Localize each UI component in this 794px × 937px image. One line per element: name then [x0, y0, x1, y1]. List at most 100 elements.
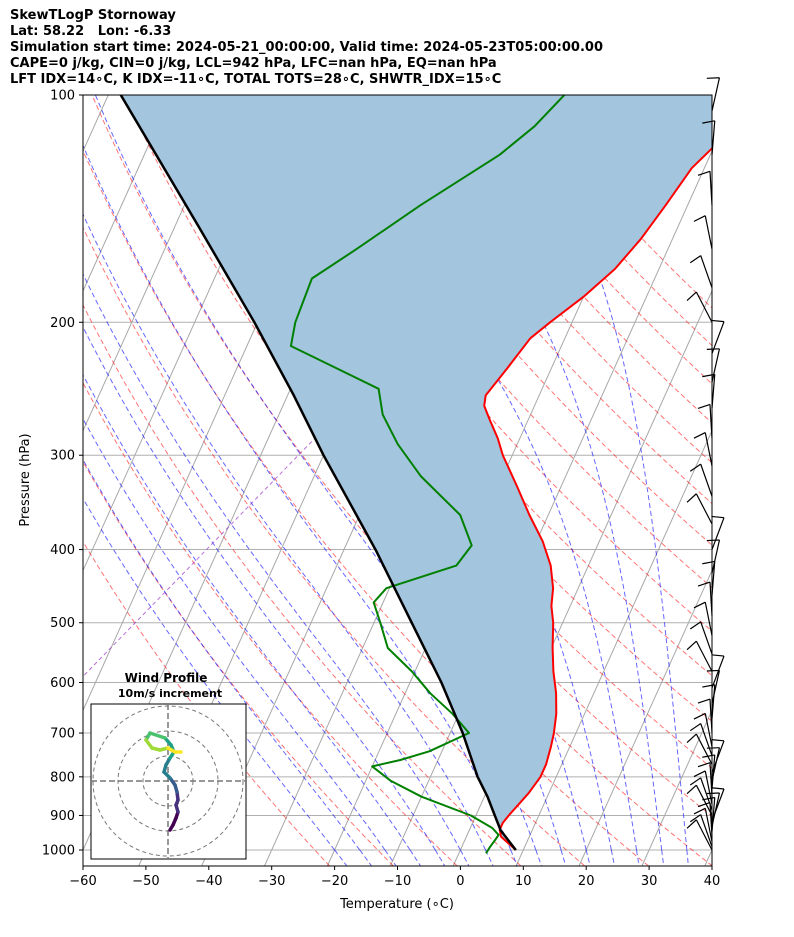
wind-barb [711, 739, 725, 773]
wind-barb [689, 621, 713, 655]
barb-flag [706, 77, 720, 79]
wind-barb [686, 733, 713, 765]
barb-staff [700, 621, 713, 655]
barb-staff [704, 215, 713, 250]
dry-adiabat [83, 381, 458, 866]
moist-adiabat-lower [585, 849, 591, 866]
isotherm-line [515, 429, 712, 866]
wind-barb [689, 463, 713, 497]
profile-lines-layer [119, 95, 712, 854]
indices-line: LFT IDX=14∘C, K IDX=-11∘C, TOTAL TOTS=28… [10, 72, 502, 87]
y-tick-label: 800 [50, 770, 75, 785]
dry-adiabat [352, 95, 712, 505]
wind-barb [693, 432, 713, 467]
barb-staff [704, 808, 713, 842]
barb-flag [706, 792, 720, 795]
barb-flag [689, 723, 702, 732]
barb-flag [686, 784, 697, 795]
barb-staff [700, 463, 713, 497]
wind-barb [689, 255, 713, 288]
barb-staff [700, 814, 713, 847]
moist-adiabat-lower [535, 849, 542, 866]
dry-adiabat [83, 460, 394, 866]
wind-barb [711, 515, 725, 550]
barb-staff [695, 784, 713, 816]
moist-adiabat [83, 213, 487, 851]
barb-flag [697, 581, 711, 587]
barb-flag [697, 170, 711, 176]
barb-staff [700, 777, 713, 811]
y-tick-label: 700 [50, 727, 75, 742]
temperature-profile-line [483, 147, 712, 851]
dry-adiabat [417, 95, 712, 424]
barb-flag [702, 120, 715, 124]
barb-staff [695, 640, 713, 672]
x-tick-label: 30 [641, 874, 658, 889]
barb-flag [697, 698, 711, 704]
barb-flag [689, 621, 702, 630]
wind-profile-inset [90, 703, 247, 860]
y-tick-label: 100 [50, 89, 75, 104]
parcel-profile-line [119, 95, 517, 851]
wind-barb [686, 291, 713, 323]
barb-flag [711, 515, 725, 519]
moist-adiabat-lower [359, 849, 372, 866]
dry-adiabat [221, 95, 712, 677]
barb-flag [706, 539, 720, 542]
barb-flag [702, 373, 715, 378]
y-tick-label: 400 [50, 543, 75, 558]
moist-adiabat-lower [510, 849, 518, 866]
barb-flag [693, 712, 706, 720]
barb-flag [702, 754, 715, 758]
x-tick-label: −60 [69, 874, 96, 889]
moist-adiabat-lower [636, 849, 640, 866]
x-tick-label: 20 [578, 874, 595, 889]
x-tick-label: −30 [258, 874, 285, 889]
moist-adiabat-lower [409, 849, 421, 866]
wind-barb [693, 601, 713, 636]
isotherm-line [83, 95, 172, 293]
cin-cape-shading [120, 95, 712, 850]
wind-barb [711, 787, 725, 822]
barb-staff [711, 77, 721, 112]
moist-adiabat [512, 95, 688, 851]
x-tick-label: −40 [195, 874, 222, 889]
barb-flag [686, 733, 697, 744]
simulation-time-line: Simulation start time: 2024-05-21_00:00:… [10, 40, 603, 55]
wind-barb [693, 770, 713, 805]
moist-adiabat [83, 373, 411, 851]
moist-adiabat [83, 325, 436, 851]
x-tick-label: 0 [456, 874, 464, 889]
wind-barb [711, 654, 725, 689]
wind-barb [706, 669, 721, 704]
barb-flag [686, 291, 697, 302]
barb-staff [711, 539, 721, 574]
wind-barb [686, 784, 713, 816]
barb-flag [693, 601, 706, 609]
barb-flag [711, 739, 725, 742]
wind-barb [693, 712, 713, 747]
dry-adiabat [83, 540, 331, 866]
moist-adiabat [83, 417, 386, 851]
barb-flag [702, 560, 715, 565]
y-tick-label: 300 [50, 449, 75, 464]
wind-barb [693, 807, 713, 842]
cape-line: CAPE=0 j/kg, CIN=0 j/kg, LCL=942 hPa, LF… [10, 56, 497, 71]
barb-staff [711, 740, 725, 773]
inset-title: Wind Profile [125, 671, 208, 685]
wind-barb [689, 814, 713, 847]
chart-header: SkewTLogP Stornoway Lat: 58.22 Lon: -6.3… [10, 8, 603, 88]
dry-adiabat [287, 95, 712, 589]
y-tick-label: 1000 [42, 844, 75, 859]
y-axis-label: Pressure (hPa) [18, 433, 33, 526]
barb-staff [711, 374, 716, 409]
isotherm-line [768, 95, 794, 866]
wind-barb [706, 348, 721, 383]
barb-flag [689, 463, 702, 472]
y-tick-label: 600 [50, 676, 75, 691]
x-tick-label: −50 [132, 874, 159, 889]
barb-staff [711, 788, 725, 822]
moist-adiabat-lower [384, 849, 397, 866]
x-tick-label: 40 [704, 874, 721, 889]
barb-staff [704, 602, 713, 636]
